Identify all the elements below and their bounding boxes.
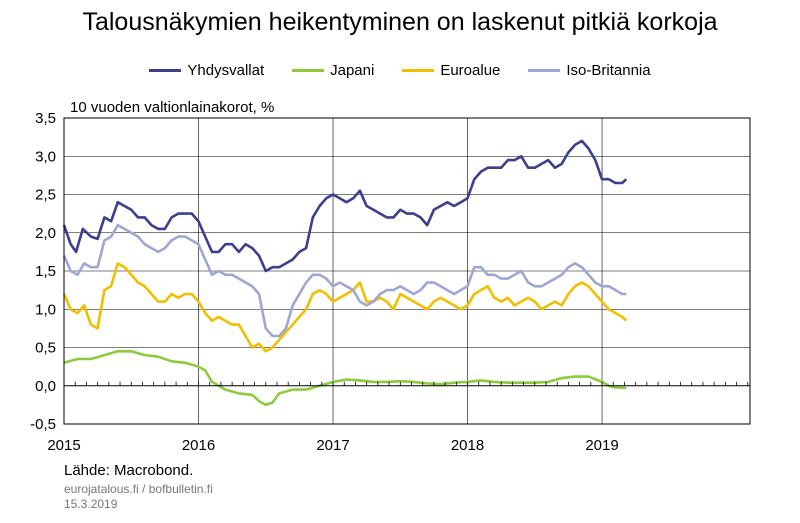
- axis-layer: 3,5 3,0 2,5 2,0 1,5 1,0 0,5 0,0 -0,5 2015 2016 2017…: [30, 110, 751, 454]
- legend-label-0: Yhdysvallat: [187, 62, 265, 79]
- legend-item-1: Japani: [292, 62, 374, 79]
- series-line-0: [62, 139, 628, 273]
- x-tick-label: 2017: [316, 437, 349, 454]
- y-tick-label: 2,5: [35, 187, 56, 204]
- legend-label-3: Iso-Britannia: [566, 62, 651, 79]
- x-tick-label: 2015: [47, 437, 80, 454]
- y-tick-label: 3,5: [35, 110, 56, 127]
- series-layer: [62, 139, 628, 407]
- legend-label-1: Japani: [330, 62, 375, 79]
- y-tick-label: 1,5: [35, 263, 56, 280]
- chart-subtitle: 10 vuoden valtionlainakorot, %: [70, 99, 274, 116]
- legend-swatch-3: [528, 69, 561, 72]
- source-note: Lähde: Macrobond.: [64, 462, 194, 479]
- plot-frame: [63, 117, 751, 425]
- y-tick-label: 0,5: [35, 340, 56, 357]
- legend-swatch-0: [149, 69, 182, 72]
- series-line-2: [62, 262, 628, 353]
- legend-swatch-1: [292, 69, 325, 72]
- y-tick-label: 1,0: [35, 301, 56, 318]
- x-tick-label: 2019: [585, 437, 618, 454]
- series-line-3: [62, 223, 627, 338]
- legend-swatch-2: [402, 69, 435, 72]
- y-tick-label: -0,5: [30, 416, 56, 433]
- x-tick-label: 2018: [451, 437, 484, 454]
- series-line-1: [63, 349, 627, 407]
- y-tick-label: 3,0: [35, 148, 56, 165]
- chart-title: Talousnäkymien heikentyminen on laskenut…: [82, 8, 718, 36]
- legend-label-2: Euroalue: [440, 62, 501, 79]
- date-note: 15.3.2019: [64, 497, 118, 511]
- legend-item-0: Yhdysvallat: [149, 62, 264, 79]
- legend-item-3: Iso-Britannia: [528, 62, 651, 79]
- y-tick-label: 2,0: [35, 225, 56, 242]
- x-tick-label: 2016: [182, 437, 215, 454]
- y-tick-label: 0,0: [35, 378, 56, 395]
- legend: Yhdysvallat Japani Euroalue Iso-Britanni…: [0, 62, 800, 79]
- grid-layer: [63, 117, 750, 425]
- legend-item-2: Euroalue: [402, 62, 500, 79]
- site-note: eurojatalous.fi / bofbulletin.fi: [64, 482, 213, 496]
